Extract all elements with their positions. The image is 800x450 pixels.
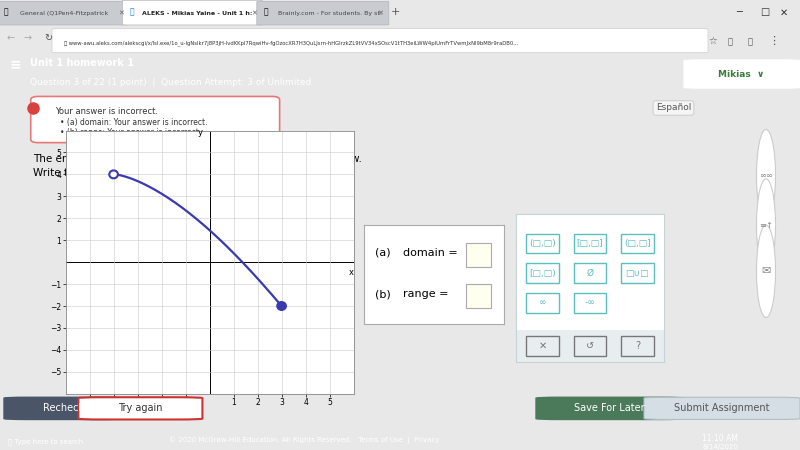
Bar	[516, 329, 664, 362]
Text: -∞: -∞	[585, 298, 595, 307]
Text: ∞∞: ∞∞	[759, 171, 773, 180]
Text: Write the domain and range of h using interval notation.: Write the domain and range of h using in…	[33, 168, 328, 178]
Text: © 2020 McGraw-Hill Education. All Rights Reserved.   Terms of Use  |  Privacy: © 2020 McGraw-Hill Education. All Rights…	[169, 436, 439, 444]
Text: ≡: ≡	[10, 57, 22, 71]
Text: ✉: ✉	[762, 266, 770, 276]
FancyBboxPatch shape	[621, 264, 654, 283]
Text: [□,□): [□,□)	[530, 269, 556, 278]
Circle shape	[110, 171, 118, 178]
Text: The entire graph of the function h is shown in the figure below.: The entire graph of the function h is sh…	[33, 154, 362, 164]
Text: Save For Later: Save For Later	[574, 403, 645, 413]
Text: □∪□: □∪□	[626, 269, 649, 278]
FancyBboxPatch shape	[621, 336, 654, 356]
Text: ✕: ✕	[118, 10, 124, 16]
Text: ≡↑: ≡↑	[759, 220, 773, 230]
Text: ∞: ∞	[539, 298, 546, 307]
Text: Try again: Try again	[118, 403, 162, 413]
Text: x: x	[349, 268, 354, 277]
FancyBboxPatch shape	[644, 397, 800, 419]
FancyBboxPatch shape	[466, 284, 491, 308]
FancyBboxPatch shape	[4, 397, 122, 419]
Text: Español: Español	[656, 104, 691, 112]
Circle shape	[278, 302, 286, 310]
FancyBboxPatch shape	[536, 397, 684, 419]
Text: ↺: ↺	[586, 341, 594, 351]
Text: Mikias  ∨: Mikias ∨	[718, 69, 765, 78]
FancyBboxPatch shape	[122, 0, 262, 25]
Text: ↻: ↻	[44, 33, 52, 43]
Text: • (b) range: Your answer is incorrect.: • (b) range: Your answer is incorrect.	[60, 128, 202, 137]
Text: ?: ?	[634, 341, 640, 351]
Text: (a): (a)	[375, 248, 391, 258]
FancyBboxPatch shape	[574, 264, 606, 283]
Text: Brainly.com - For students. By st:: Brainly.com - For students. By st:	[278, 11, 382, 16]
Text: +: +	[390, 7, 400, 18]
Text: ←: ←	[6, 33, 14, 43]
Text: (□,□]: (□,□]	[624, 239, 650, 248]
Text: [□,□]: [□,□]	[577, 239, 603, 248]
Text: (□,□): (□,□)	[530, 239, 556, 248]
Text: ALEKS - Mikias Yaine - Unit 1 h:: ALEKS - Mikias Yaine - Unit 1 h:	[142, 11, 253, 16]
Text: ✕: ✕	[538, 341, 546, 351]
FancyBboxPatch shape	[30, 96, 280, 143]
FancyBboxPatch shape	[78, 397, 202, 419]
FancyBboxPatch shape	[52, 28, 708, 53]
Text: 📋: 📋	[264, 8, 269, 17]
Text: 🔖: 🔖	[728, 37, 733, 46]
Text: 8/14/2020: 8/14/2020	[702, 444, 738, 450]
Text: ✕: ✕	[251, 10, 257, 16]
Text: 🔍 Type here to search: 🔍 Type here to search	[8, 438, 83, 445]
FancyBboxPatch shape	[0, 1, 128, 25]
FancyBboxPatch shape	[526, 234, 559, 253]
Circle shape	[757, 179, 775, 271]
Text: Recheck: Recheck	[42, 403, 84, 413]
Text: □: □	[760, 7, 770, 18]
Text: ☆: ☆	[708, 36, 717, 46]
Text: ─: ─	[736, 7, 742, 18]
Text: ⋮: ⋮	[768, 36, 779, 46]
Circle shape	[757, 130, 775, 222]
FancyBboxPatch shape	[574, 293, 606, 312]
FancyBboxPatch shape	[526, 336, 559, 356]
Text: (b): (b)	[375, 289, 391, 299]
Text: General (Q1Pen4-Fitzpatrick: General (Q1Pen4-Fitzpatrick	[20, 11, 108, 16]
Text: 👤: 👤	[748, 37, 753, 46]
Text: ✕: ✕	[378, 10, 383, 16]
Text: Unit 1 homework 1: Unit 1 homework 1	[30, 58, 134, 68]
Text: Your answer is incorrect.: Your answer is incorrect.	[55, 107, 158, 116]
Text: ✕: ✕	[780, 7, 788, 18]
FancyBboxPatch shape	[257, 1, 389, 25]
Text: 11:10 AM: 11:10 AM	[702, 434, 738, 443]
FancyBboxPatch shape	[684, 60, 800, 88]
FancyBboxPatch shape	[574, 336, 606, 356]
Text: Ø: Ø	[586, 269, 594, 278]
FancyBboxPatch shape	[526, 293, 559, 312]
FancyBboxPatch shape	[466, 243, 491, 266]
Text: • (a) domain: Your answer is incorrect.: • (a) domain: Your answer is incorrect.	[60, 118, 207, 127]
Text: y: y	[198, 128, 202, 137]
Text: 🔒 www-awu.aleks.com/alekscgi/x/lsl.exe/1o_u-lgNslkr7j8P3jH-lvdKKpI7RqwiHv-fgOzoc: 🔒 www-awu.aleks.com/alekscgi/x/lsl.exe/1…	[64, 40, 518, 45]
FancyBboxPatch shape	[621, 234, 654, 253]
Circle shape	[757, 225, 775, 317]
Text: Question 3 of 22 (1 point)  |  Question Attempt: 3 of Unlimited: Question 3 of 22 (1 point) | Question At…	[30, 78, 312, 87]
Text: range =: range =	[403, 289, 449, 299]
FancyBboxPatch shape	[574, 234, 606, 253]
Text: 🅰: 🅰	[130, 8, 134, 17]
FancyBboxPatch shape	[526, 264, 559, 283]
Text: →: →	[24, 33, 32, 43]
Text: 🔖: 🔖	[4, 8, 9, 17]
Text: Submit Assignment: Submit Assignment	[674, 403, 770, 413]
Text: domain =: domain =	[403, 248, 458, 258]
